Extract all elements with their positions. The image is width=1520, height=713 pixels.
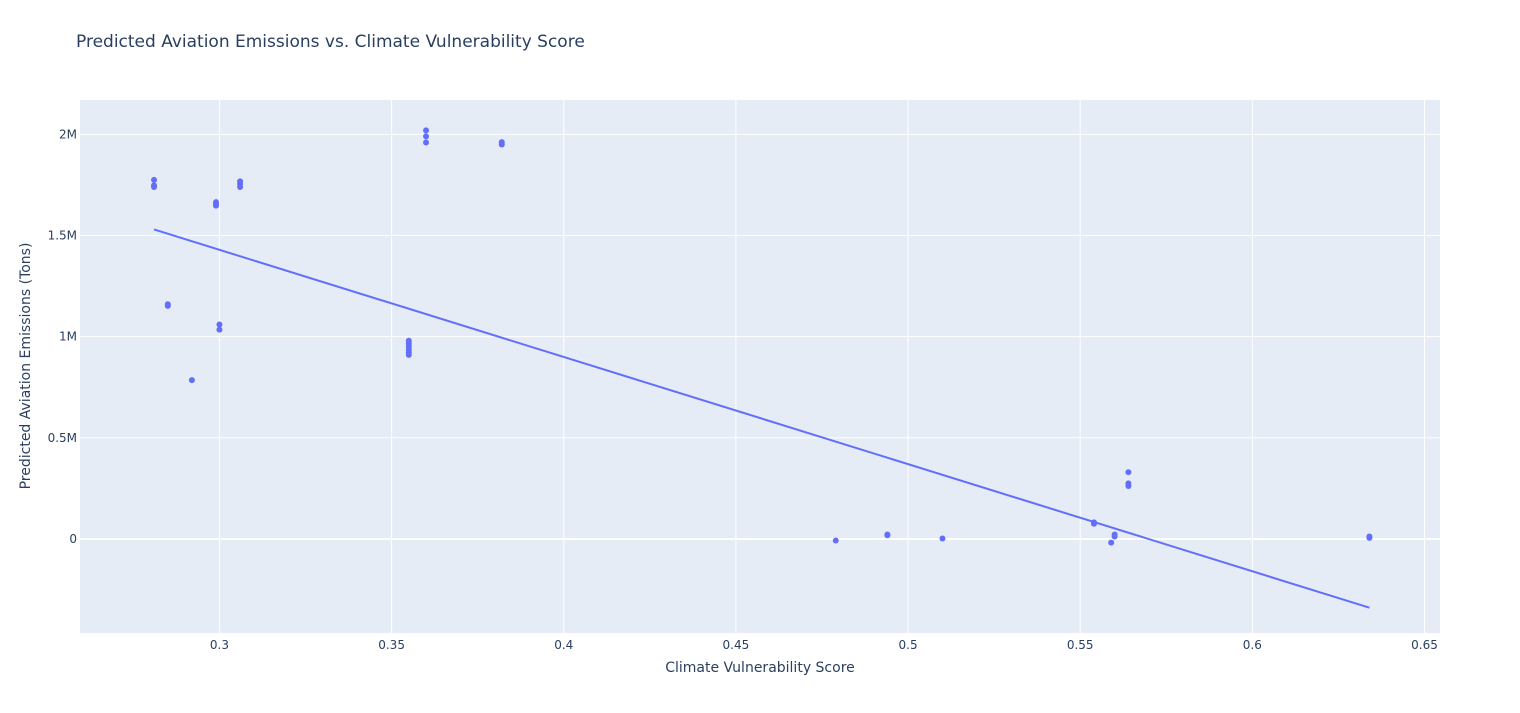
trendline: [153, 228, 1370, 609]
y-tick-label: 2M: [59, 127, 77, 141]
chart-title: Predicted Aviation Emissions vs. Climate…: [76, 32, 585, 52]
data-point: [151, 176, 158, 183]
data-point: [423, 127, 430, 134]
x-tick-label: 0.65: [1411, 638, 1438, 652]
data-point: [832, 537, 839, 544]
data-point: [423, 133, 430, 140]
data-point: [1125, 482, 1132, 489]
data-point: [1111, 533, 1118, 540]
x-tick-label: 0.4: [554, 638, 573, 652]
data-point: [216, 326, 223, 333]
data-point: [1108, 539, 1115, 546]
data-point: [213, 202, 219, 209]
data-point: [1366, 534, 1373, 541]
y-axis-title: Predicted Aviation Emissions (Tons): [18, 242, 34, 490]
x-tick-label: 0.55: [1067, 638, 1094, 652]
y-tick-label: 1M: [59, 330, 77, 344]
data-point: [237, 183, 244, 190]
data-point: [884, 532, 891, 539]
data-point: [1125, 469, 1132, 476]
x-axis-title: Climate Vulnerability Score: [665, 660, 855, 676]
x-tick-label: 0.5: [899, 638, 918, 652]
data-point: [1090, 520, 1097, 527]
data-point: [423, 139, 430, 146]
x-tick-label: 0.35: [378, 638, 405, 652]
data-point: [188, 377, 195, 384]
data-point: [151, 183, 158, 190]
y-tick-label: 0: [69, 532, 77, 546]
x-tick-label: 0.3: [210, 638, 229, 652]
plot-background: [80, 100, 1440, 633]
x-tick-label: 0.45: [723, 638, 750, 652]
data-point: [939, 535, 946, 542]
data-point: [498, 141, 505, 148]
y-tick-label: 1.5M: [48, 229, 77, 243]
x-tick-label: 0.6: [1243, 638, 1262, 652]
data-point: [216, 321, 223, 328]
data-point: [405, 351, 412, 358]
data-point: [164, 302, 171, 309]
y-tick-label: 0.5M: [48, 431, 77, 445]
